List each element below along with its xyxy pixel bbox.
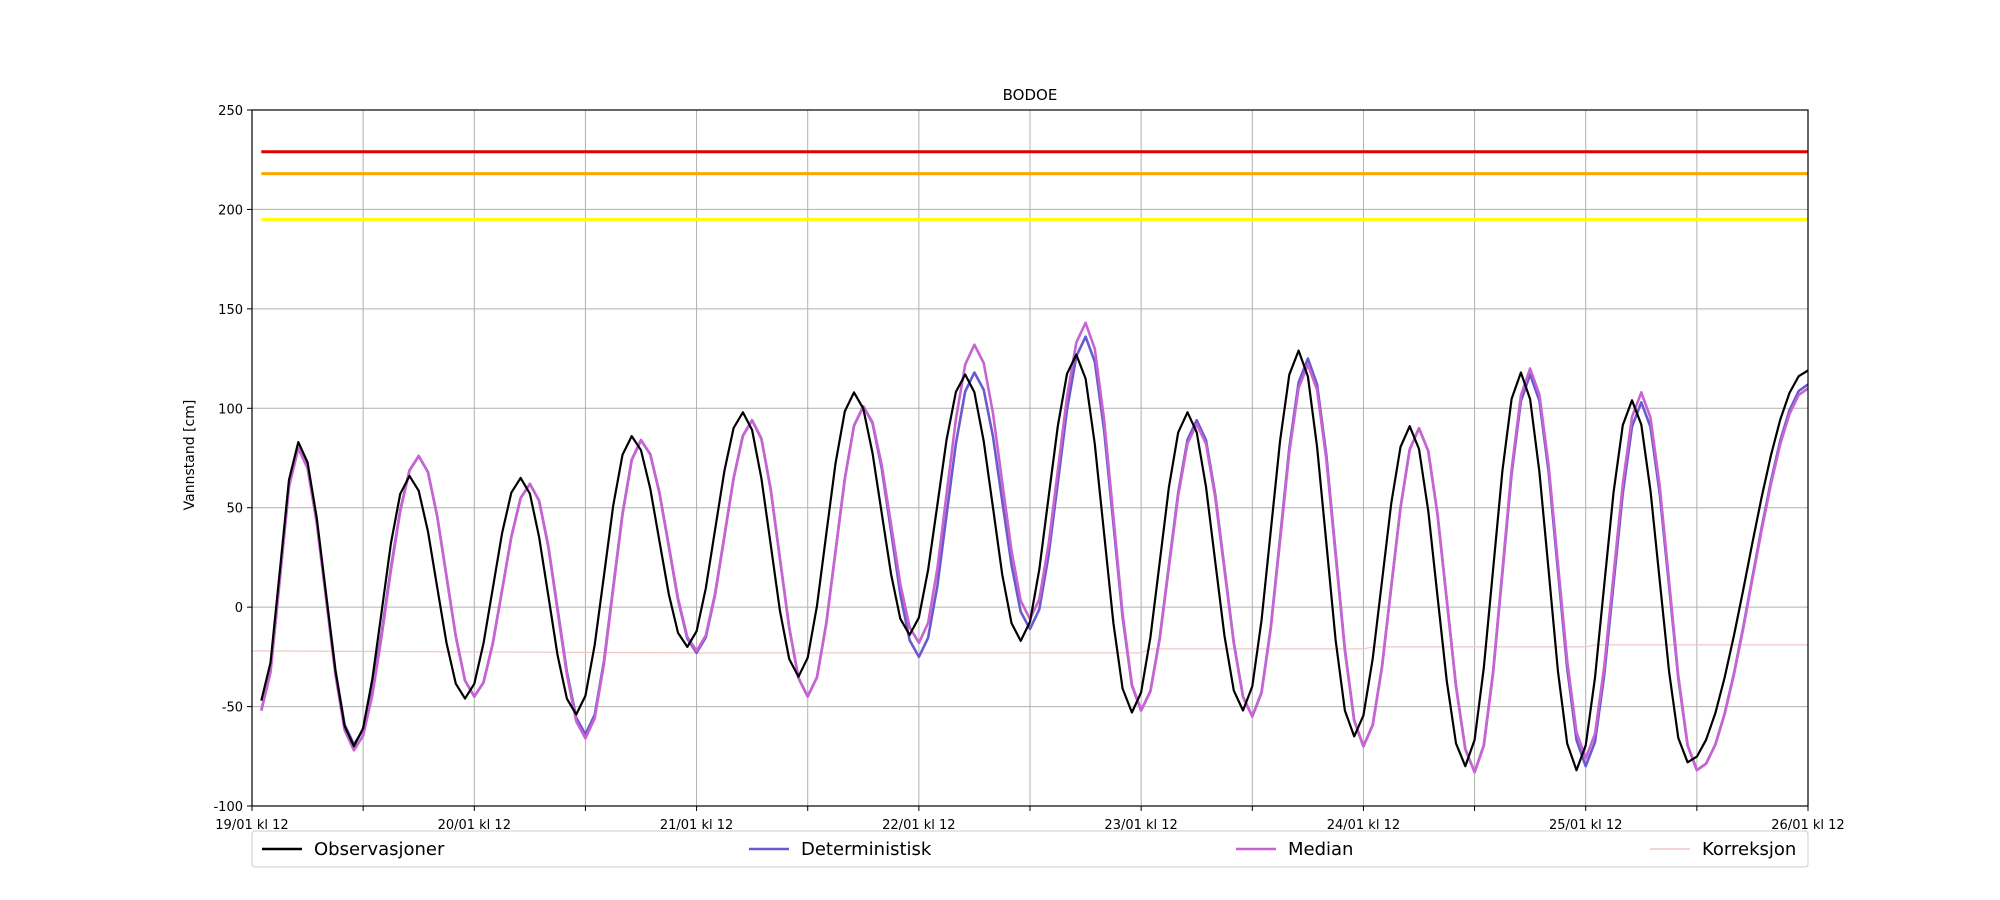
x-tick-label: 23/01 kl 12 (1104, 818, 1177, 833)
legend-label: Deterministisk (801, 839, 932, 860)
y-tick-label: -50 (222, 701, 243, 716)
x-tick-label: 25/01 kl 12 (1549, 818, 1622, 833)
y-tick-label: 100 (218, 402, 243, 417)
legend: Observasjoner Deterministisk Median Korreks… (251, 830, 1809, 868)
x-tick-label: 20/01 kl 12 (438, 818, 511, 833)
x-tick-label: 21/01 kl 12 (660, 818, 733, 833)
x-tick-label: 19/01 kl 12 (215, 818, 288, 833)
chart-title: BODOE (1003, 86, 1058, 104)
y-tick-label: 200 (218, 203, 243, 218)
series-layer (251, 321, 1809, 774)
legend-frame (251, 830, 1809, 868)
series-line-median (260, 321, 1809, 774)
x-tick-label: 26/01 kl 12 (1771, 818, 1844, 833)
x-tick-label: 24/01 kl 12 (1327, 818, 1400, 833)
y-axis-label: Vannstand [cm] (182, 400, 198, 511)
y-tick-label: 0 (235, 601, 243, 616)
y-ticks: -100 -50 0 50 100 150 200 250 (213, 104, 252, 815)
threshold-lines (261, 150, 1808, 221)
legend-label: Observasjoner (314, 839, 445, 860)
y-tick-label: 50 (226, 502, 243, 517)
series-line-observasjoner (260, 349, 1809, 772)
y-tick-label: 150 (218, 303, 243, 318)
x-tick-label: 22/01 kl 12 (882, 818, 955, 833)
x-ticks: 19/01 kl 12 20/01 kl 12 21/01 kl 12 22/01 k… (215, 806, 1845, 833)
y-tick-label: 250 (218, 104, 243, 119)
grid (251, 109, 1809, 807)
series-line-korreksjon (251, 644, 1808, 654)
legend-label: Median (1288, 839, 1353, 860)
y-tick-label: -100 (213, 800, 243, 815)
legend-label: Korreksjon (1702, 839, 1796, 860)
